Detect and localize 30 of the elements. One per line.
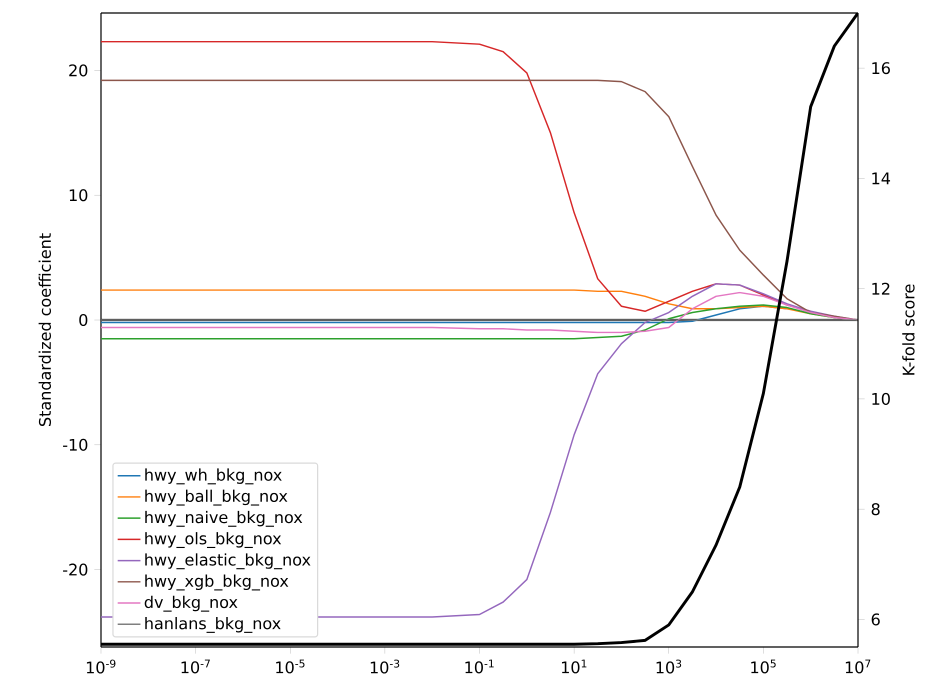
- x-tick-label: 10$^{5}$: [751, 660, 776, 674]
- y-axis-title: Standardized coefficient: [38, 233, 52, 426]
- x-tick-label: 10$^{-1}$: [465, 660, 494, 674]
- y-tick-label: -10: [63, 438, 88, 451]
- legend-label: hwy_ball_bkg_nox: [145, 490, 288, 506]
- x-tick-label: 10$^{-5}$: [276, 660, 304, 674]
- y2-tick-label: 6: [872, 613, 880, 626]
- y2-axis-title: K-fold score: [902, 284, 915, 375]
- y2-tick-label: 16: [872, 62, 890, 74]
- x-tick-label: 10$^{-3}$: [370, 660, 400, 674]
- y-tick-label: 10: [70, 189, 88, 202]
- y2-tick-label: 14: [872, 172, 890, 184]
- y2-tick-label: 10: [872, 392, 890, 405]
- y-tick-label: 20: [69, 64, 88, 76]
- y2-tick-label: 12: [872, 282, 890, 295]
- x-tick-label: 10$^{3}$: [656, 660, 682, 674]
- x-tick-label: 10$^{7}$: [846, 660, 870, 674]
- x-tick-label: 10$^{-9}$: [86, 660, 116, 674]
- legend-label: hanlans_bkg_nox: [145, 616, 281, 633]
- x-tick-label: 10$^{-7}$: [182, 660, 210, 674]
- y-tick-label: 0: [79, 314, 88, 326]
- legend-label: dv_bkg_nox: [144, 596, 238, 612]
- y-tick-label: -20: [63, 564, 88, 576]
- legend-label: hwy_ols_bkg_nox: [145, 532, 282, 548]
- legend-label: hwy_elastic_bkg_nox: [145, 553, 310, 570]
- legend-label: hwy_xgb_bkg_nox: [145, 574, 288, 590]
- legend-label: hwy_naive_bkg_nox: [145, 510, 302, 527]
- legend-label: hwy_wh_bkg_nox: [145, 468, 282, 484]
- x-tick-label: 10$^{1}$: [562, 660, 586, 674]
- y2-tick-label: 8: [872, 503, 880, 516]
